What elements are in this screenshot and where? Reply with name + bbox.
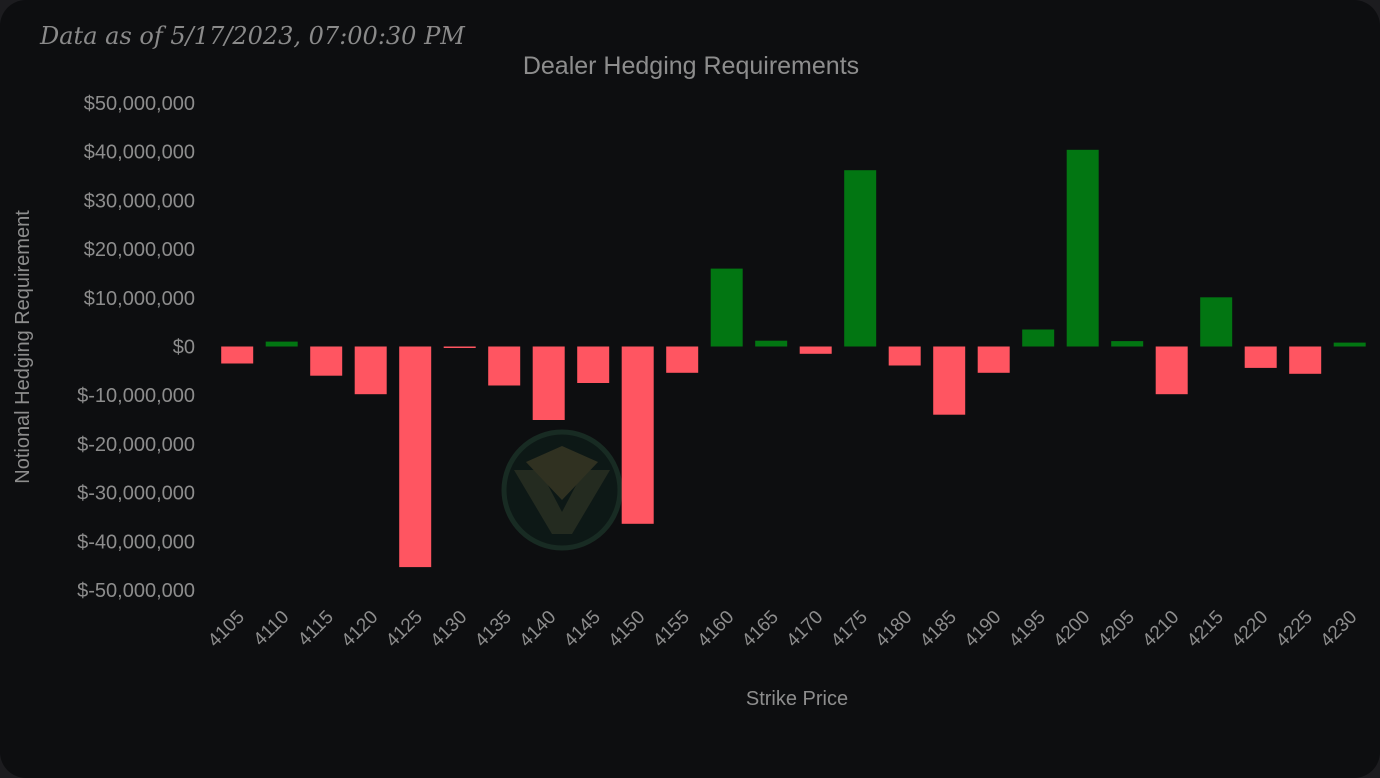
x-tick-label: 4110 xyxy=(250,607,294,651)
y-tick-label: $-50,000,000 xyxy=(77,580,195,602)
bar-4120 xyxy=(354,346,387,395)
bar-4155 xyxy=(666,346,699,373)
data-timestamp: Data as of 5/17/2023, 07:00:30 PM xyxy=(40,22,465,50)
x-tick-label: 4215 xyxy=(1183,607,1228,652)
y-axis-label: Notional Hedging Requirement xyxy=(12,210,34,484)
y-tick-label: $0 xyxy=(173,337,195,359)
bar-4210 xyxy=(1155,346,1188,395)
bar-4165 xyxy=(755,340,788,347)
x-tick-label: 4130 xyxy=(427,607,472,652)
bar-4205 xyxy=(1111,341,1144,347)
bars-group xyxy=(221,149,1366,568)
x-tick-label: 4225 xyxy=(1272,607,1317,652)
bar-4180 xyxy=(888,346,921,366)
x-tick-label: 4210 xyxy=(1139,607,1184,652)
bar-4105 xyxy=(221,346,254,364)
x-tick-label: 4105 xyxy=(204,607,249,652)
x-tick-label: 4170 xyxy=(783,607,828,652)
bar-4185 xyxy=(933,346,966,415)
x-tick-label: 4180 xyxy=(872,607,917,652)
bar-4200 xyxy=(1066,149,1099,347)
bar-4135 xyxy=(488,346,521,386)
bar-4125 xyxy=(399,346,432,568)
x-axis: 4105 4110 4115 4120 4125 4130 4135 4140 4145 4150… xyxy=(204,607,1361,652)
y-tick-label: $-30,000,000 xyxy=(77,483,195,505)
bar-4195 xyxy=(1022,329,1055,347)
bar-4145 xyxy=(577,346,610,383)
y-axis: $50,000,000 $40,000,000 $30,000,000 $20,000… xyxy=(77,93,195,602)
x-tick-label: 4200 xyxy=(1050,607,1095,652)
x-tick-label: 4160 xyxy=(694,607,739,652)
y-tick-label: $20,000,000 xyxy=(84,239,195,261)
x-tick-label: 4150 xyxy=(605,607,650,652)
y-tick-label: $50,000,000 xyxy=(84,93,195,115)
bar-4160 xyxy=(710,268,743,347)
x-tick-label: 4205 xyxy=(1094,607,1139,652)
chart-title: Dealer Hedging Requirements xyxy=(523,52,859,80)
bar-4230 xyxy=(1333,342,1366,347)
bar-4110 xyxy=(265,341,298,347)
x-tick-label: 4135 xyxy=(471,607,516,652)
x-tick-label: 4230 xyxy=(1317,607,1362,652)
x-tick-label: 4115 xyxy=(294,607,338,651)
y-tick-label: $-40,000,000 xyxy=(77,531,195,553)
bar-4170 xyxy=(799,346,832,354)
bar-4220 xyxy=(1244,346,1277,368)
x-tick-label: 4140 xyxy=(516,607,561,652)
x-tick-label: 4220 xyxy=(1228,607,1273,652)
x-tick-label: 4195 xyxy=(1005,607,1050,652)
x-tick-label: 4175 xyxy=(827,607,872,652)
bar-4190 xyxy=(977,346,1010,373)
bar-4215 xyxy=(1200,297,1233,347)
v-logo-icon xyxy=(501,429,623,551)
x-tick-label: 4190 xyxy=(961,607,1006,652)
y-tick-label: $10,000,000 xyxy=(84,288,195,310)
x-tick-label: 4145 xyxy=(560,607,605,652)
x-tick-label: 4125 xyxy=(382,607,427,652)
bar-4115 xyxy=(310,346,343,376)
y-tick-label: $30,000,000 xyxy=(84,190,195,212)
bar-4130 xyxy=(443,346,476,348)
x-tick-label: 4120 xyxy=(338,607,383,652)
bar-4150 xyxy=(621,346,654,524)
y-tick-label: $-20,000,000 xyxy=(77,434,195,456)
bar-4225 xyxy=(1289,346,1322,374)
y-tick-label: $-10,000,000 xyxy=(77,385,195,407)
bar-4140 xyxy=(532,346,565,420)
bar-4175 xyxy=(844,170,877,347)
x-axis-label: Strike Price xyxy=(746,688,848,710)
x-tick-label: 4155 xyxy=(649,607,694,652)
x-tick-label: 4185 xyxy=(916,607,961,652)
y-tick-label: $40,000,000 xyxy=(84,142,195,164)
x-tick-label: 4165 xyxy=(738,607,783,652)
